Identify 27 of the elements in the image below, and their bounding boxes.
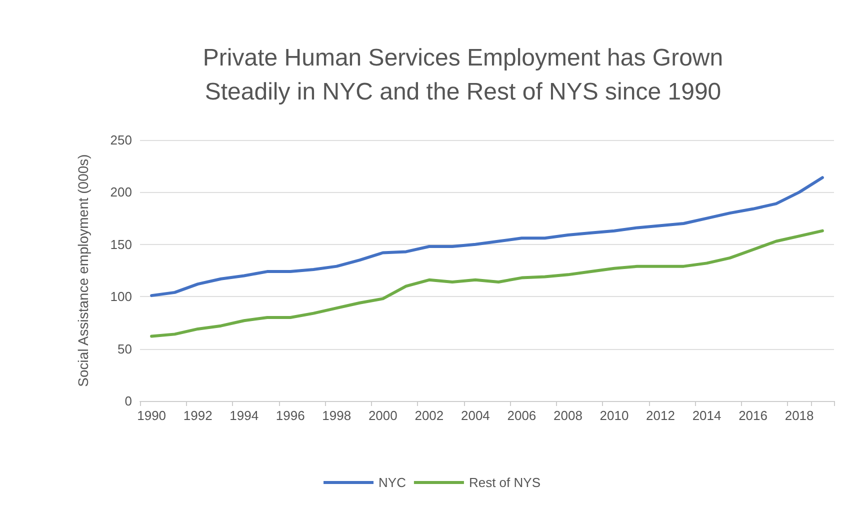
y-tick-label: 150 xyxy=(110,236,132,252)
x-tick-label: 1998 xyxy=(322,408,352,423)
y-tick-label: 50 xyxy=(118,341,132,356)
x-tick-label: 2002 xyxy=(414,408,444,423)
line-series xyxy=(150,229,824,338)
x-tick-label: 2012 xyxy=(646,408,675,423)
x-tick-label: 2016 xyxy=(738,408,768,423)
legend-label: NYC xyxy=(378,475,406,490)
y-tick-label: 100 xyxy=(110,289,132,304)
x-tick-label: 1996 xyxy=(276,408,305,423)
y-tick-label: 200 xyxy=(110,184,132,200)
line-series xyxy=(150,176,824,298)
y-tick-label: 250 xyxy=(110,132,132,148)
legend-label: Rest of NYS xyxy=(468,475,541,490)
x-tick-label: 2010 xyxy=(600,408,629,423)
x-tick-label: 2008 xyxy=(554,408,582,423)
x-tick-label: 2006 xyxy=(507,408,536,423)
y-tick-label: 0 xyxy=(124,394,132,408)
x-tick-label: 2004 xyxy=(460,408,490,423)
y-axis-title: Social Assistance employment (000s) xyxy=(75,154,91,387)
x-tick-label: 2000 xyxy=(368,408,398,423)
x-tick-label: 1994 xyxy=(230,408,259,423)
chart-title: Private Human Services Employment has Grown Steadily in NYC and the Rest of NYS since 1990 xyxy=(202,44,724,106)
x-tick-label: 1990 xyxy=(137,408,166,423)
x-tick-label: 2018 xyxy=(784,408,814,423)
x-tick-label: 2014 xyxy=(692,408,722,423)
x-tick-label: 1992 xyxy=(183,408,212,423)
